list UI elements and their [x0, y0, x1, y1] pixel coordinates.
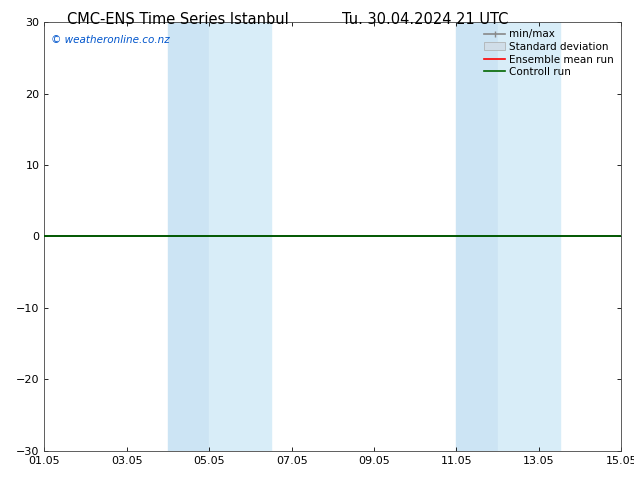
- Bar: [456, 22, 498, 451]
- Text: CMC-ENS Time Series Istanbul: CMC-ENS Time Series Istanbul: [67, 12, 288, 27]
- Legend: min/max, Standard deviation, Ensemble mean run, Controll run: min/max, Standard deviation, Ensemble me…: [482, 27, 616, 79]
- Bar: [209, 22, 271, 451]
- Bar: [168, 22, 209, 451]
- Bar: [498, 22, 559, 451]
- Text: Tu. 30.04.2024 21 UTC: Tu. 30.04.2024 21 UTC: [342, 12, 508, 27]
- Text: © weatheronline.co.nz: © weatheronline.co.nz: [51, 35, 170, 45]
